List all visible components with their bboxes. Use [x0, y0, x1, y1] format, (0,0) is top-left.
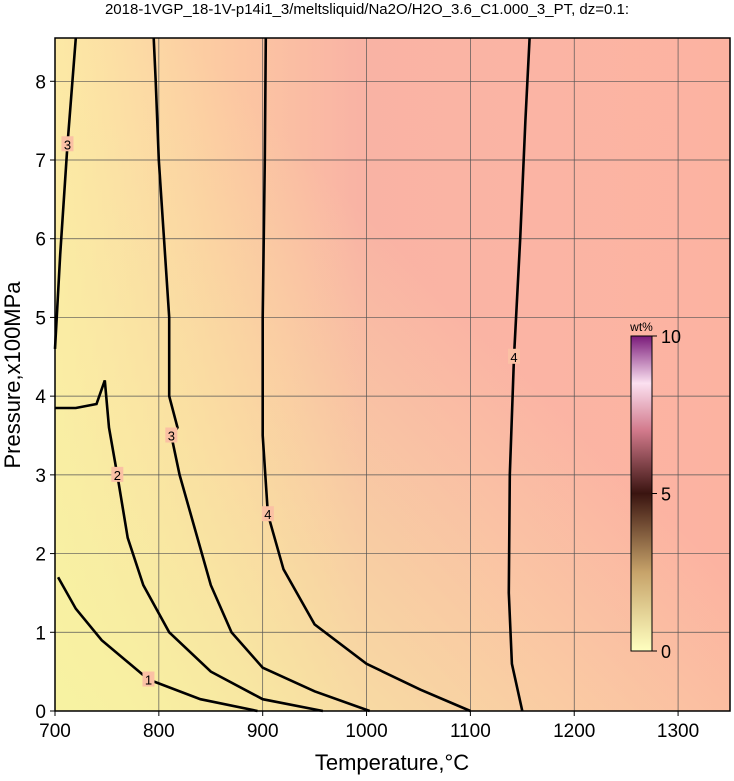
contour-label: 4 — [510, 350, 517, 365]
contour-line — [261, 37, 471, 713]
contour-label-bg — [261, 506, 274, 522]
colorbar-tick-label: 5 — [661, 485, 671, 505]
y-tick-label: 4 — [35, 387, 46, 408]
contour-line — [507, 37, 531, 712]
contour-line — [56, 576, 258, 713]
contour-label-bg — [165, 427, 178, 443]
contour-label: 1 — [145, 673, 152, 688]
contour-label-bg — [111, 466, 124, 482]
y-tick-label: 2 — [35, 545, 46, 566]
contour-line — [53, 37, 78, 349]
y-tick-label: 5 — [35, 308, 46, 329]
x-tick-label: 900 — [247, 721, 279, 742]
contour-label-bg — [61, 136, 74, 152]
y-tick-label: 0 — [35, 702, 46, 723]
contour-line — [55, 379, 324, 713]
contour-label-bg — [508, 348, 520, 364]
contour-label: 2 — [114, 468, 121, 483]
y-tick-label: 3 — [35, 466, 46, 487]
x-tick-label: 1100 — [450, 721, 491, 742]
y-tick-label: 1 — [35, 623, 46, 644]
frame — [54, 37, 731, 712]
contour-label-bg — [142, 671, 155, 687]
chart-title: 2018-1VGP_18-1V-p14i1_3/meltsliquid/Na2O… — [105, 1, 629, 18]
y-tick-label: 8 — [35, 72, 46, 93]
x-tick-label: 1000 — [345, 721, 387, 742]
x-tick-label: 1300 — [657, 721, 699, 742]
colorbar — [630, 335, 653, 652]
x-tick-label: 700 — [39, 721, 71, 742]
y-tick-label: 7 — [35, 151, 46, 172]
y-tick-label: 6 — [35, 230, 46, 251]
y-axis-label: Pressure,x100MPa — [0, 281, 25, 469]
colorbar-tick-label: 0 — [661, 642, 671, 662]
x-tick-label: 800 — [143, 721, 175, 742]
x-axis-label: Temperature,°C — [315, 750, 469, 775]
x-tick-label: 1200 — [553, 721, 595, 742]
colorbar-tick-label: 10 — [661, 327, 681, 347]
contour-label: 3 — [64, 137, 71, 152]
field-low — [55, 38, 730, 711]
contour-label: 3 — [168, 429, 175, 444]
contour-label: 4 — [264, 507, 271, 522]
colorbar-label: wt% — [629, 320, 653, 334]
